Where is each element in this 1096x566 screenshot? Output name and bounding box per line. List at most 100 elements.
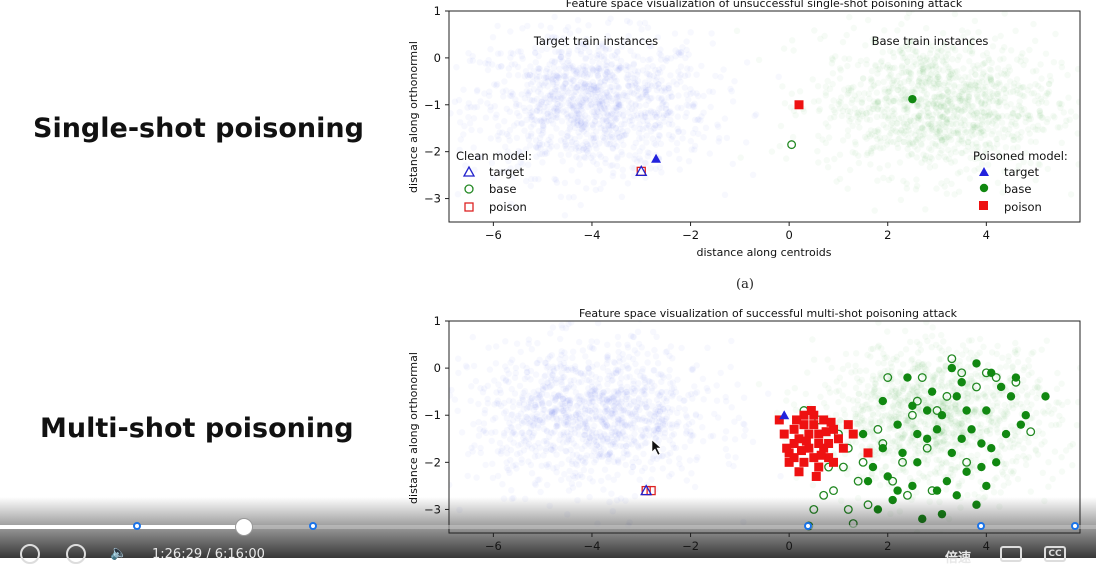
train-instance-point bbox=[532, 49, 538, 55]
train-instance-point bbox=[1007, 78, 1013, 84]
train-instance-point bbox=[911, 59, 917, 65]
train-instance-point bbox=[909, 356, 915, 362]
train-instance-point bbox=[701, 396, 707, 402]
train-instance-point bbox=[534, 118, 540, 124]
train-instance-point bbox=[609, 378, 615, 384]
train-instance-point bbox=[874, 143, 880, 149]
train-instance-point bbox=[672, 47, 678, 53]
train-instance-point bbox=[956, 483, 962, 489]
train-instance-point bbox=[851, 25, 857, 31]
poisoned-base-point bbox=[987, 369, 995, 377]
train-instance-point bbox=[494, 81, 500, 87]
train-instance-point bbox=[493, 112, 499, 118]
train-instance-point bbox=[847, 167, 853, 173]
train-instance-point bbox=[699, 424, 705, 430]
train-instance-point bbox=[615, 341, 621, 347]
train-instance-point bbox=[985, 398, 991, 404]
train-instance-point bbox=[537, 417, 543, 423]
x-axis-label: distance along centroids bbox=[697, 246, 832, 259]
train-instance-point bbox=[595, 452, 601, 458]
train-instance-point bbox=[606, 399, 612, 405]
train-instance-point bbox=[1019, 50, 1025, 56]
train-instance-point bbox=[591, 138, 597, 144]
train-instance-point bbox=[535, 176, 541, 182]
train-instance-point bbox=[1039, 347, 1045, 353]
poisoned-poison-point bbox=[780, 430, 789, 439]
poisoned-base-point bbox=[977, 463, 985, 471]
train-instance-point bbox=[591, 82, 597, 88]
x-tick-label: −4 bbox=[583, 228, 600, 242]
train-instance-point bbox=[1065, 95, 1071, 101]
train-instance-point bbox=[958, 138, 964, 144]
train-instance-point bbox=[837, 105, 843, 111]
train-instance-point bbox=[615, 84, 621, 90]
train-instance-point bbox=[831, 156, 837, 162]
train-instance-point bbox=[618, 149, 624, 155]
train-instance-point bbox=[685, 72, 691, 78]
train-instance-point bbox=[626, 441, 632, 447]
train-instance-point bbox=[507, 137, 513, 143]
train-instance-point bbox=[589, 395, 595, 401]
train-instance-point bbox=[638, 26, 644, 32]
train-instance-point bbox=[483, 115, 489, 121]
train-instance-point bbox=[693, 72, 699, 78]
train-instance-point bbox=[915, 388, 921, 394]
train-instance-point bbox=[946, 346, 952, 352]
train-instance-point bbox=[538, 23, 544, 29]
train-instance-point bbox=[965, 102, 971, 108]
train-instance-point bbox=[560, 83, 566, 89]
train-instance-point bbox=[904, 14, 910, 20]
poisoned-poison-point bbox=[799, 458, 808, 467]
train-instance-point bbox=[587, 475, 593, 481]
legend-poisoned-poison: poison bbox=[1004, 200, 1042, 214]
train-instance-point bbox=[959, 150, 965, 156]
train-instance-point bbox=[558, 54, 564, 60]
train-instance-point bbox=[926, 479, 932, 485]
train-instance-point bbox=[943, 139, 949, 145]
train-instance-point bbox=[853, 421, 859, 427]
poisoned-base-point bbox=[977, 439, 985, 447]
train-instance-point bbox=[994, 136, 1000, 142]
train-instance-point bbox=[774, 410, 780, 416]
train-instance-point bbox=[1024, 391, 1030, 397]
train-instance-point bbox=[898, 21, 904, 27]
train-instance-point bbox=[468, 383, 474, 389]
train-instance-point bbox=[528, 368, 534, 374]
train-instance-point bbox=[890, 438, 896, 444]
train-instance-point bbox=[972, 18, 978, 24]
train-instance-point bbox=[782, 100, 788, 106]
poisoned-base-point bbox=[879, 444, 887, 452]
train-instance-point bbox=[959, 351, 965, 357]
train-instance-point bbox=[545, 463, 551, 469]
train-instance-point bbox=[1006, 64, 1012, 70]
train-instance-point bbox=[541, 74, 547, 80]
train-instance-point bbox=[901, 383, 907, 389]
train-instance-point bbox=[1081, 123, 1087, 129]
train-instance-point bbox=[861, 90, 867, 96]
y-ticks: 10−1−2−3 bbox=[424, 4, 449, 206]
train-instance-point bbox=[913, 420, 919, 426]
train-instance-point bbox=[675, 113, 681, 119]
train-instance-point bbox=[583, 55, 589, 61]
train-instance-point bbox=[625, 410, 631, 416]
train-instance-point bbox=[966, 337, 972, 343]
train-instance-point bbox=[723, 394, 729, 400]
train-instance-point bbox=[979, 90, 985, 96]
train-instance-point bbox=[585, 22, 591, 28]
train-instance-point bbox=[891, 405, 897, 411]
train-instance-point bbox=[554, 143, 560, 149]
train-instance-point bbox=[728, 338, 734, 344]
train-instance-point bbox=[677, 166, 683, 172]
train-instance-point bbox=[578, 393, 584, 399]
train-instance-point bbox=[660, 446, 666, 452]
train-instance-point bbox=[973, 395, 979, 401]
train-instance-point bbox=[624, 384, 630, 390]
train-instance-point bbox=[1026, 47, 1032, 53]
train-instance-point bbox=[844, 32, 850, 38]
train-instance-point bbox=[894, 27, 900, 33]
train-instance-point bbox=[586, 49, 592, 55]
train-instance-point bbox=[539, 463, 545, 469]
train-instance-point bbox=[723, 428, 729, 434]
train-instance-point bbox=[575, 17, 581, 23]
train-instance-point bbox=[495, 51, 501, 57]
